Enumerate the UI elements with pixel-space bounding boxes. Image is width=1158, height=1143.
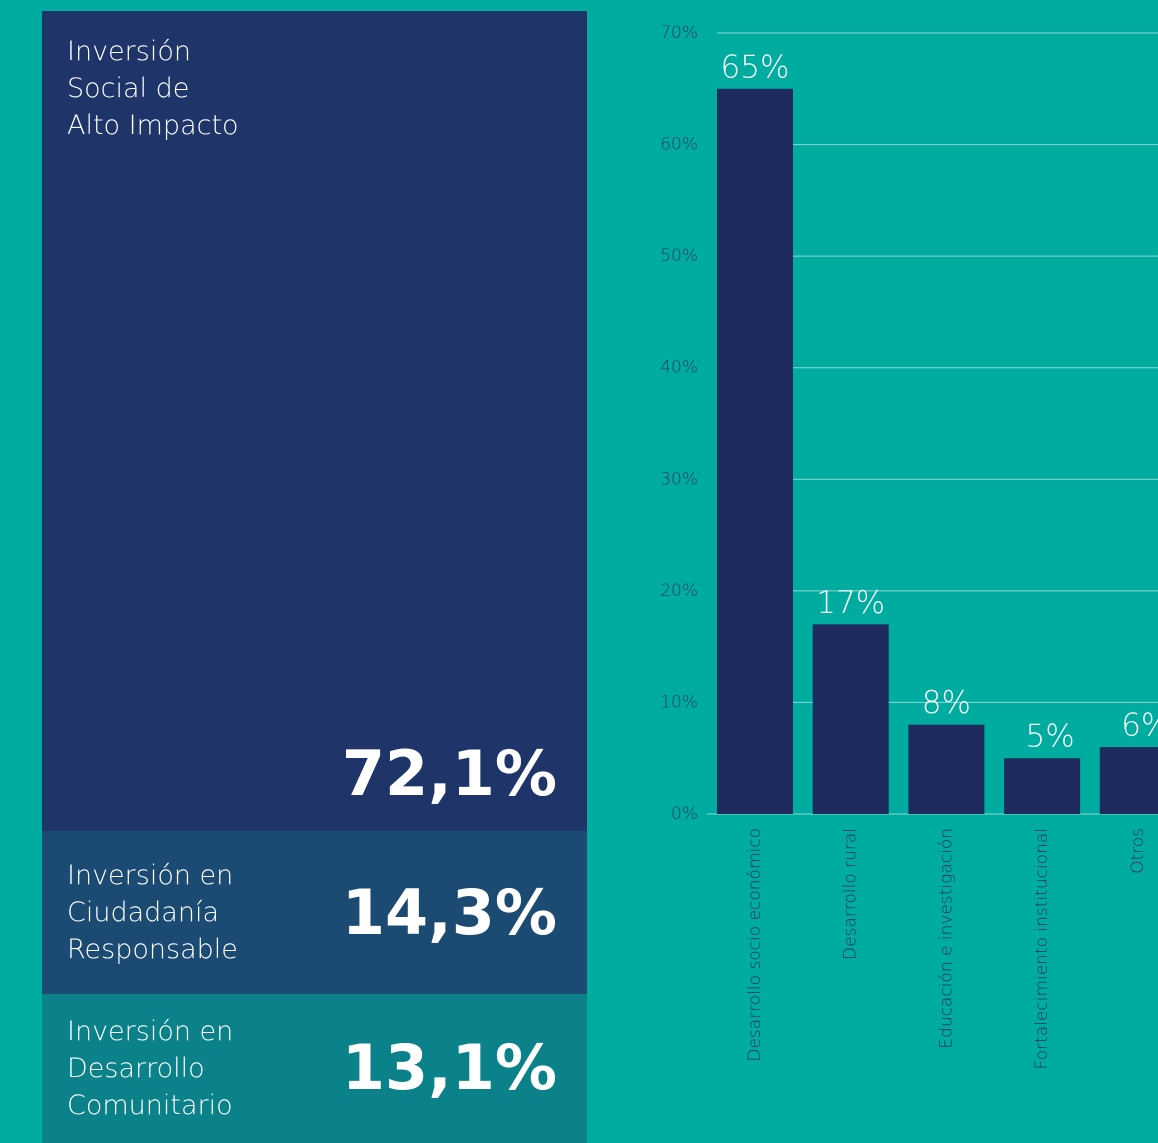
bar [1004,758,1081,814]
y-tick-label: 0% [671,804,698,824]
segment-name: Inversión en Ciudadanía Responsable [67,860,238,966]
value-label: 6% [1121,708,1158,744]
y-tick-label: 10% [660,692,698,712]
value-label: 17% [816,585,885,621]
y-tick-label: 40% [660,358,698,378]
segment: Inversión en Ciudadanía Responsable 14,3% [42,831,587,994]
segment-name: Inversión en Desarrollo Comunitario [67,1015,234,1121]
segment-value: 13,1% [341,1031,557,1105]
stacked-column: Inversión Social de Alto Impacto 72,1% Inv… [42,11,587,1143]
value-label: 8% [922,685,971,721]
segment-value: 14,3% [341,875,557,949]
segment-name: Inversión Social de Alto Impacto [67,36,239,141]
segment: Inversión en Desarrollo Comunitario 13,1% [42,993,587,1143]
y-tick-label: 50% [660,246,698,266]
bar [908,724,985,814]
x-tick-label: Desarrollo socio económico [745,828,765,1062]
bar [812,624,889,814]
x-tick-label: Fortalecimiento institucional [1032,828,1052,1069]
y-tick-label: 20% [660,581,698,601]
x-tick-label: Otros [1128,828,1148,874]
y-tick-label: 70% [660,23,698,43]
x-tick-label: Desarrollo rural [841,828,861,960]
y-tick-label: 60% [660,135,698,155]
value-label: 5% [1026,719,1075,755]
segment-value: 72,1% [341,737,557,811]
y-tick-label: 30% [660,469,698,489]
bar [717,88,793,815]
value-label: 65% [721,49,790,85]
bar [1099,747,1158,814]
segment: Inversión Social de Alto Impacto 72,1% [42,11,587,832]
x-tick-label: Educación e investigación [936,828,956,1049]
